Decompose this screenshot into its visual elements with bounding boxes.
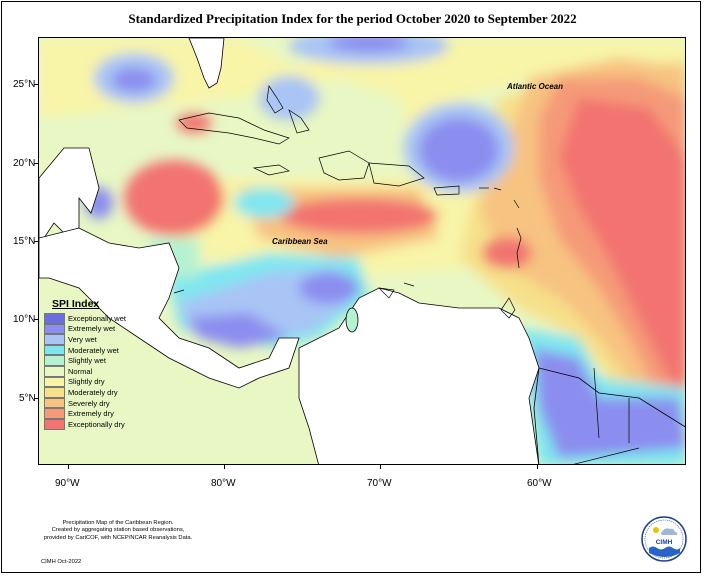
y-label-10n: 10°N bbox=[13, 314, 36, 325]
legend-swatch bbox=[44, 355, 65, 366]
legend-swatch bbox=[44, 387, 65, 398]
legend-swatch bbox=[44, 408, 65, 419]
atlantic-ocean-label: Atlantic Ocean bbox=[507, 82, 564, 91]
y-label-5n: 5°N bbox=[19, 393, 36, 404]
footnote-line: Created by aggregating station based obs… bbox=[51, 527, 185, 534]
x-label-70w: 70°W bbox=[367, 478, 392, 489]
map-title: Standardized Precipitation Index for the… bbox=[128, 11, 577, 26]
legend-swatch bbox=[44, 365, 65, 377]
legend-label: Severely dry bbox=[68, 398, 110, 408]
y-tick bbox=[34, 398, 38, 399]
spi-map bbox=[38, 37, 686, 465]
legend-item: Exceptionally wet bbox=[44, 313, 174, 324]
x-label-90w: 90°W bbox=[55, 478, 80, 489]
y-label-20n: 20°N bbox=[13, 158, 36, 169]
legend-swatch bbox=[44, 376, 65, 388]
y-tick bbox=[34, 84, 38, 85]
legend-label: Slightly dry bbox=[68, 377, 105, 387]
x-label-60w: 60°W bbox=[527, 478, 552, 489]
x-label-80w: 80°W bbox=[211, 478, 236, 489]
legend-swatch bbox=[44, 313, 65, 324]
legend-swatch bbox=[44, 418, 65, 430]
legend-swatch bbox=[44, 397, 65, 409]
sun-icon bbox=[653, 527, 659, 533]
x-tick bbox=[380, 465, 381, 469]
y-tick bbox=[34, 319, 38, 320]
legend-label: Exceptionally dry bbox=[68, 419, 125, 429]
legend-item: Exceptionally dry bbox=[44, 418, 174, 430]
x-tick bbox=[224, 465, 225, 469]
legend-label: Extremely dry bbox=[68, 409, 114, 419]
legend-label: Very wet bbox=[68, 334, 97, 344]
x-tick bbox=[537, 465, 538, 469]
map-footnote: Precipitation Map of the Caribbean Regio… bbox=[24, 520, 212, 542]
cimh-logo: CIMH bbox=[641, 516, 687, 562]
y-tick bbox=[34, 241, 38, 242]
legend-label: Extremely wet bbox=[68, 324, 116, 334]
legend-item: Extremely dry bbox=[44, 408, 174, 419]
cloud-icon bbox=[661, 528, 678, 535]
legend-swatch bbox=[44, 344, 65, 356]
legend-item: Normal bbox=[44, 365, 174, 377]
legend-item: Extremely wet bbox=[44, 323, 174, 335]
legend-label: Moderately dry bbox=[68, 387, 118, 397]
x-tick bbox=[68, 465, 69, 469]
legend-item: Very wet bbox=[44, 334, 174, 345]
legend-title: SPI Index bbox=[52, 298, 100, 310]
legend-item: Severely dry bbox=[44, 397, 174, 409]
footnote-line: provided by CariCOF, with NCEP/NCAR Rean… bbox=[43, 534, 193, 541]
y-label-25n: 25°N bbox=[13, 79, 36, 90]
caribbean-sea-label: Caribbean Sea bbox=[272, 237, 328, 246]
legend-label: Slightly wet bbox=[68, 356, 106, 366]
spi-legend: SPI Index Exceptionally wet Extremely we… bbox=[44, 298, 174, 430]
logo-text: CIMH bbox=[656, 539, 673, 546]
legend-swatch bbox=[44, 334, 65, 345]
y-label-15n: 15°N bbox=[13, 236, 36, 247]
spi-map-canvas bbox=[39, 38, 685, 464]
y-tick bbox=[34, 163, 38, 164]
legend-item: Moderately wet bbox=[44, 344, 174, 356]
legend-label: Normal bbox=[68, 366, 93, 376]
legend-label: Moderately wet bbox=[68, 345, 119, 355]
map-credit: CIMH Oct-2022 bbox=[41, 559, 82, 565]
footnote-line: Precipitation Map of the Caribbean Regio… bbox=[62, 520, 174, 526]
legend-swatch bbox=[44, 323, 65, 335]
legend-item: Moderately dry bbox=[44, 387, 174, 398]
legend-item: Slightly dry bbox=[44, 376, 174, 388]
legend-label: Exceptionally wet bbox=[68, 313, 126, 323]
legend-item: Slightly wet bbox=[44, 355, 174, 366]
wave-icon bbox=[649, 546, 680, 557]
